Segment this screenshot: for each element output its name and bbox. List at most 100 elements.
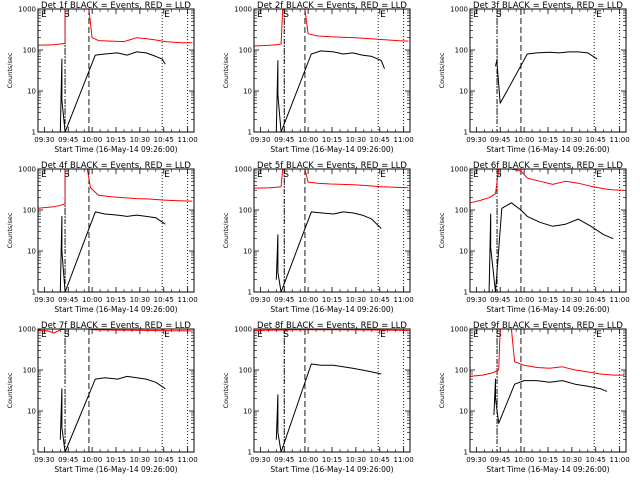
panel-title: Det 8f BLACK = Events, RED = LLD: [257, 321, 407, 331]
detector-panel-5: Det 5f BLACK = Events, RED = LLD Counts/s…: [222, 161, 414, 314]
y-tick-label: 10: [459, 88, 468, 96]
y-tick-label: 1: [248, 129, 252, 137]
y-axis-label: Counts/sec: [222, 372, 230, 408]
detector-panel-9: Det 9f BLACK = Events, RED = LLD Counts/s…: [438, 321, 630, 474]
marker-letter-s: S: [496, 330, 502, 340]
marker-letter-s: S: [64, 170, 70, 180]
panel-title: Det 6f BLACK = Events, RED = LLD: [473, 161, 623, 171]
x-tick-label: 10:00: [514, 136, 534, 144]
x-tick-label: 09:30: [466, 296, 486, 304]
x-tick-label: 10:45: [154, 296, 174, 304]
y-axis-label: Counts/sec: [438, 212, 446, 248]
lld-series-line: [253, 168, 409, 189]
lld-series-line: [253, 8, 409, 47]
marker-letter-e: E: [380, 10, 386, 20]
y-tick-label: 100: [239, 207, 252, 215]
x-tick-label: 10:45: [154, 136, 174, 144]
x-tick-label: 09:30: [34, 456, 54, 464]
x-tick-label: 10:45: [586, 296, 606, 304]
x-tick-label: 11:00: [610, 456, 630, 464]
x-tick-label: 10:30: [130, 136, 150, 144]
plot-frame: [253, 168, 411, 293]
y-axis-label: Counts/sec: [438, 52, 446, 88]
x-tick-label: 09:45: [58, 456, 78, 464]
marker-letter-e: E: [596, 170, 602, 180]
x-tick-label: 10:30: [346, 296, 366, 304]
y-tick-label: 1000: [450, 166, 468, 174]
detector-panel-6: Det 6f BLACK = Events, RED = LLD Counts/s…: [438, 161, 630, 314]
x-axis-label: Start Time (16-May-14 09:26:00): [54, 145, 177, 154]
lld-series-line: [469, 168, 625, 204]
detector-panel-8: Det 8f BLACK = Events, RED = LLD Counts/s…: [222, 321, 414, 474]
y-axis-label: Counts/sec: [6, 372, 14, 408]
y-tick-label: 10: [27, 408, 36, 416]
plot-frame: [469, 168, 627, 293]
x-tick-label: 09:30: [34, 136, 54, 144]
events-series-line: [59, 211, 166, 293]
detector-panel-4: Det 4f BLACK = Events, RED = LLD Counts/s…: [6, 161, 198, 314]
y-axis-label: Counts/sec: [222, 212, 230, 248]
marker-letter-e: E: [473, 170, 479, 180]
x-tick-label: 09:45: [490, 296, 510, 304]
y-tick-label: 1: [464, 449, 468, 457]
marker-letter-e: E: [596, 10, 602, 20]
y-tick-label: 10: [27, 248, 36, 256]
panel-title: Det 3f BLACK = Events, RED = LLD: [473, 1, 623, 11]
panel-title: Det 1f BLACK = Events, RED = LLD: [41, 1, 191, 11]
lld-series-line: [37, 8, 193, 46]
y-tick-label: 1000: [18, 6, 36, 14]
x-tick-label: 10:30: [130, 296, 150, 304]
x-tick-label: 10:30: [346, 456, 366, 464]
y-axis-label: Counts/sec: [438, 372, 446, 408]
x-axis-label: Start Time (16-May-14 09:26:00): [270, 465, 393, 474]
x-tick-label: 10:30: [130, 456, 150, 464]
x-tick-label: 09:45: [274, 296, 294, 304]
y-axis-label: Counts/sec: [6, 212, 14, 248]
x-tick-label: 10:00: [82, 456, 102, 464]
x-tick-label: 10:00: [82, 296, 102, 304]
marker-letter-e: E: [596, 330, 602, 340]
events-series-line: [493, 378, 608, 424]
x-tick-label: 10:15: [322, 456, 342, 464]
events-series-line: [59, 51, 166, 133]
events-series-line: [59, 375, 166, 453]
x-tick-label: 10:15: [106, 296, 126, 304]
x-tick-label: 11:00: [610, 296, 630, 304]
x-tick-label: 11:00: [178, 136, 198, 144]
x-tick-label: 09:30: [250, 456, 270, 464]
y-tick-label: 1000: [234, 6, 252, 14]
marker-letter-s: S: [496, 170, 502, 180]
x-tick-label: 10:00: [514, 296, 534, 304]
marker-letter-s: S: [64, 10, 70, 20]
y-tick-label: 100: [23, 367, 36, 375]
x-tick-label: 10:45: [370, 456, 390, 464]
x-tick-label: 10:45: [586, 456, 606, 464]
x-axis-label: Start Time (16-May-14 09:26:00): [54, 305, 177, 314]
x-tick-label: 09:45: [58, 136, 78, 144]
y-tick-label: 10: [459, 248, 468, 256]
x-tick-label: 10:45: [370, 296, 390, 304]
marker-letter-e: E: [257, 10, 263, 20]
x-tick-label: 11:00: [610, 136, 630, 144]
y-tick-label: 1000: [234, 326, 252, 334]
x-tick-label: 10:00: [298, 296, 318, 304]
x-tick-label: 09:30: [250, 296, 270, 304]
y-tick-label: 100: [455, 207, 468, 215]
y-tick-label: 100: [455, 47, 468, 55]
y-tick-label: 100: [23, 207, 36, 215]
panel-title: Det 7f BLACK = Events, RED = LLD: [41, 321, 191, 331]
x-tick-label: 10:45: [586, 136, 606, 144]
x-tick-label: 11:00: [178, 456, 198, 464]
detector-panel-3: Det 3f BLACK = Events, RED = LLD Counts/s…: [438, 1, 630, 154]
x-tick-label: 10:15: [106, 456, 126, 464]
marker-letter-s: S: [283, 330, 289, 340]
y-tick-label: 1000: [18, 326, 36, 334]
y-tick-label: 1: [32, 129, 36, 137]
y-tick-label: 1: [32, 449, 36, 457]
panel-title: Det 2f BLACK = Events, RED = LLD: [257, 1, 407, 11]
marker-letter-e: E: [380, 330, 386, 340]
x-axis-label: Start Time (16-May-14 09:26:00): [486, 465, 609, 474]
events-series-line: [488, 202, 614, 293]
y-tick-label: 1000: [18, 166, 36, 174]
